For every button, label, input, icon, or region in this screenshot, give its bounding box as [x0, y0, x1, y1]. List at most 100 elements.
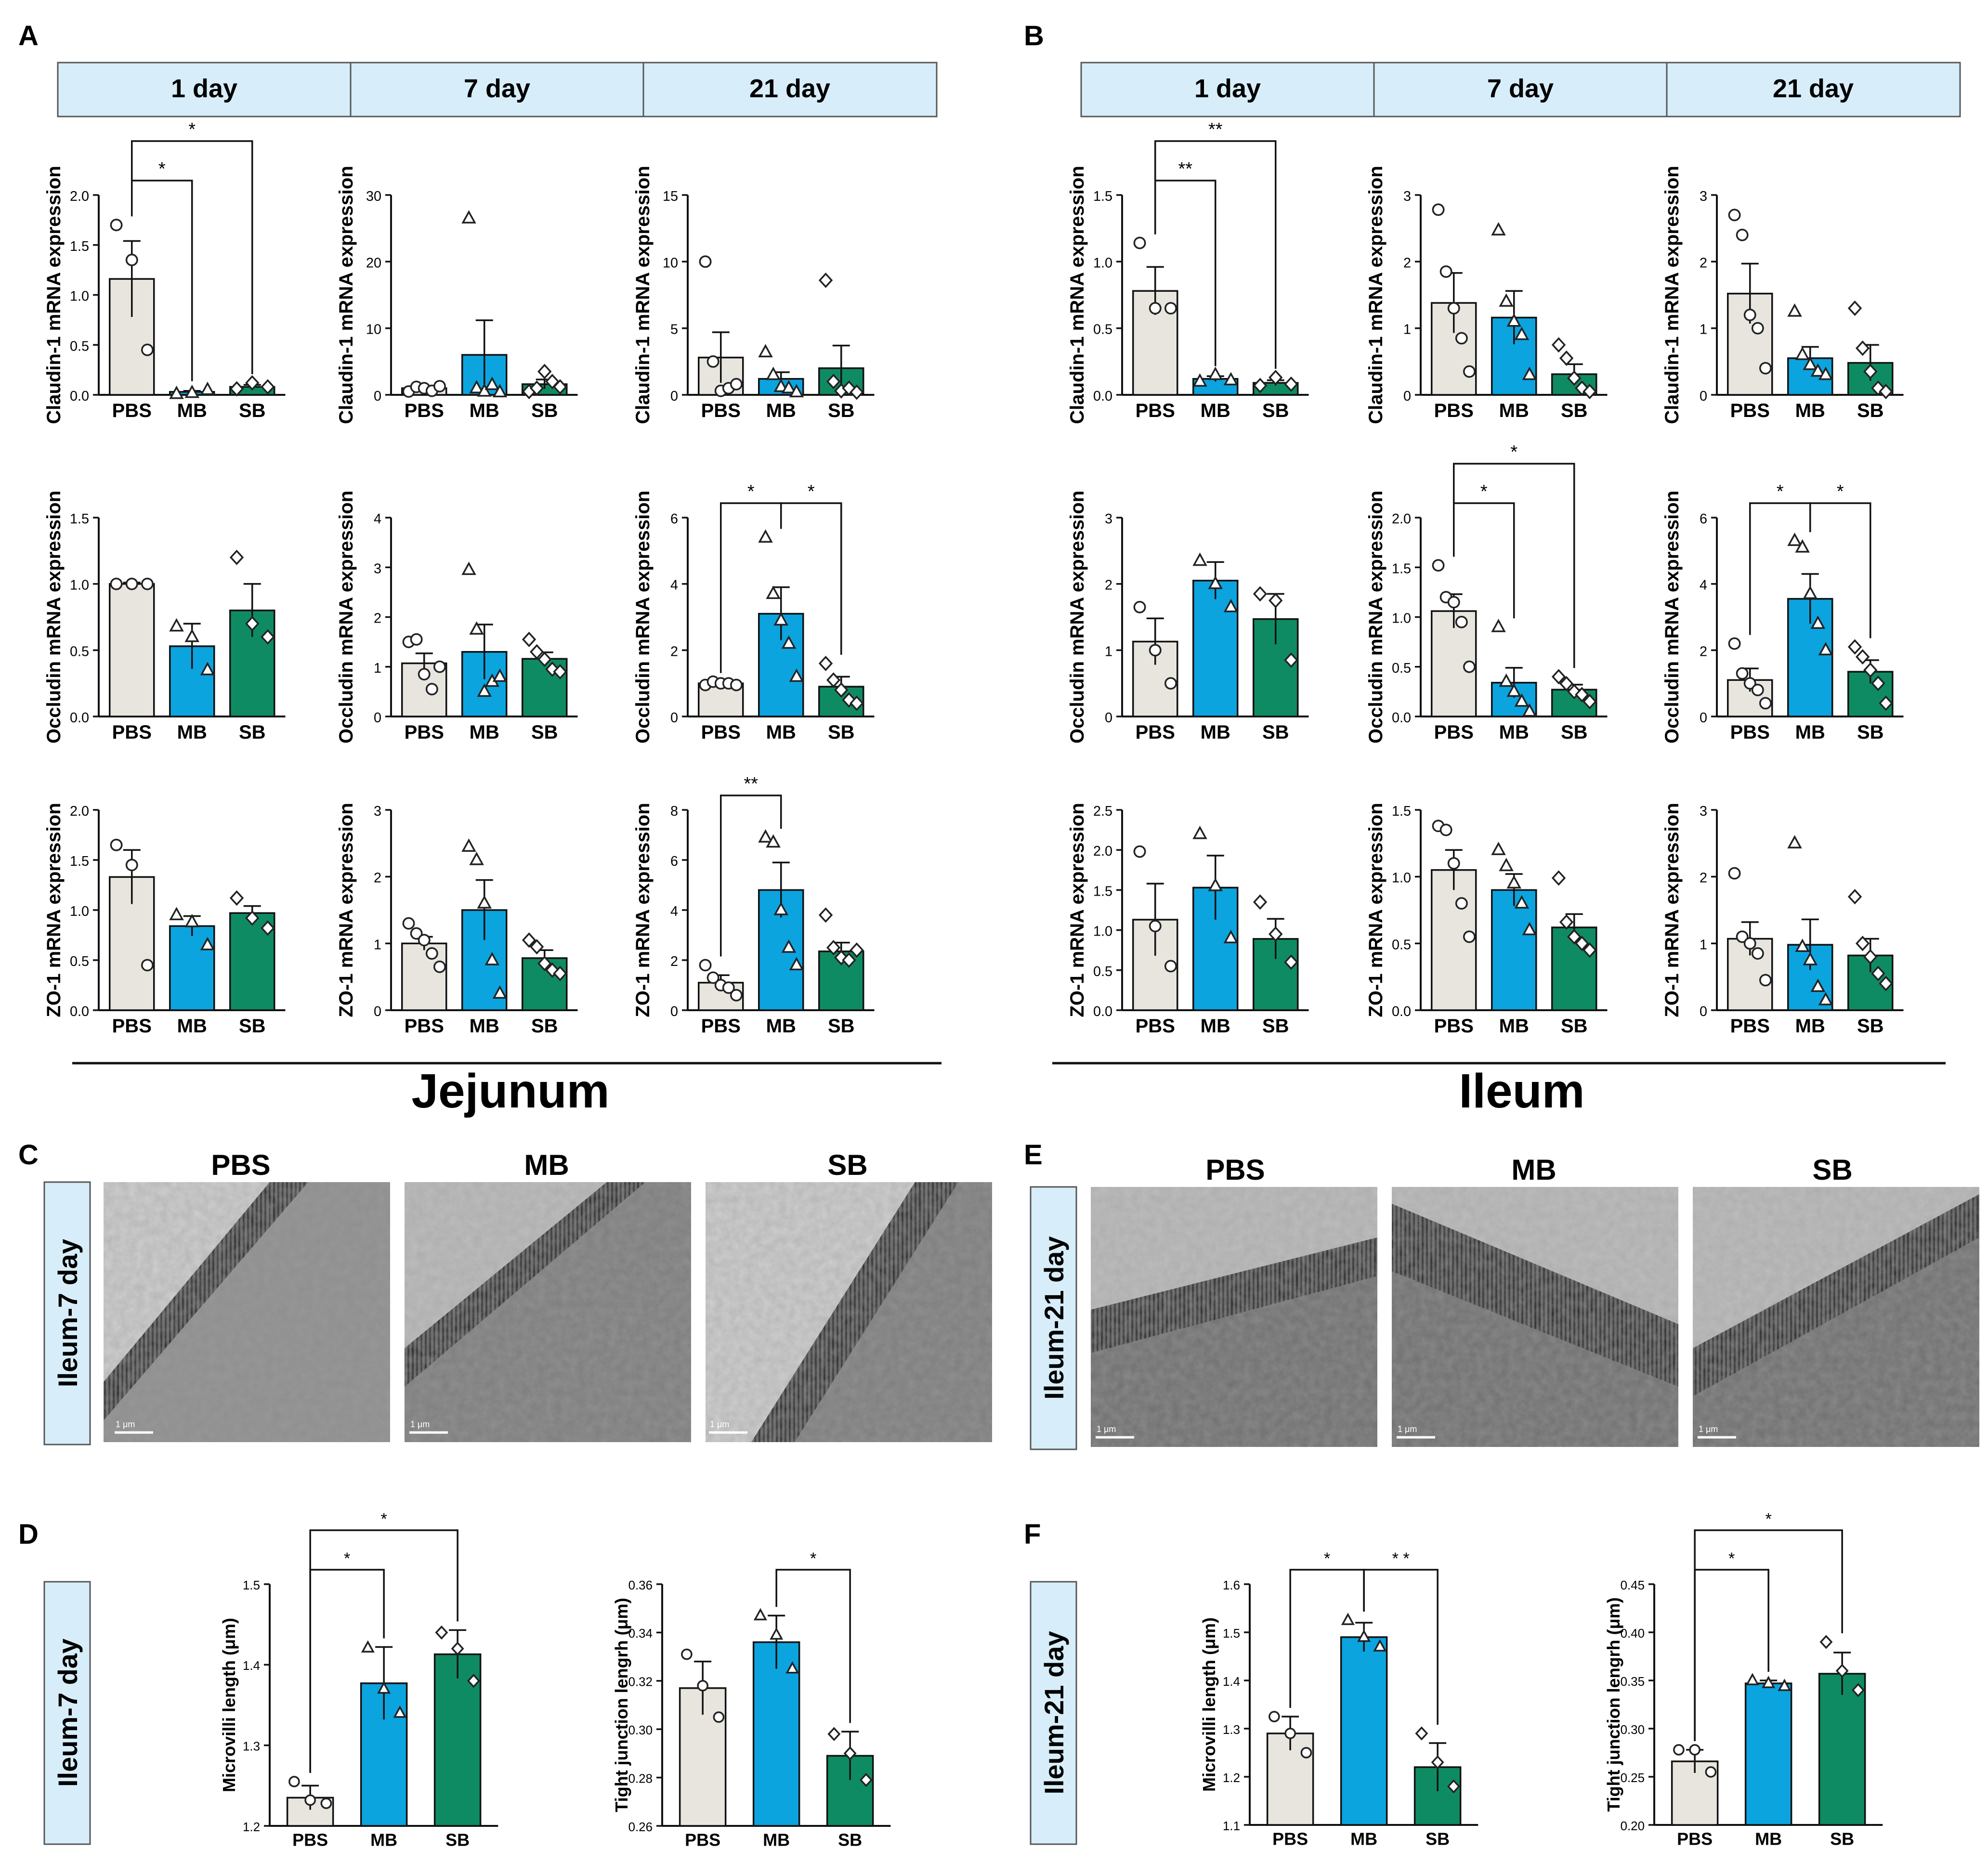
data-point [320, 1797, 332, 1809]
micrograph-c-sb: 1 μm [706, 1182, 992, 1442]
side-label-d: Ileum-7 day [43, 1581, 91, 1845]
data-point [1300, 1747, 1312, 1758]
data-point [1506, 313, 1522, 327]
x-tick-label: MB [1201, 722, 1230, 743]
data-point [492, 384, 508, 398]
data-point [842, 380, 856, 396]
data-point [1803, 586, 1818, 599]
data-point [781, 939, 797, 953]
chart-a-claudin-21day: 0 5 10 15 Claudin-1 mRNA expression PBS MB SB [632, 166, 875, 424]
y-tick-label: 1.5 [1093, 884, 1112, 899]
data-point [1223, 930, 1239, 943]
x-tick-label: SB [838, 1830, 862, 1849]
data-point [1575, 936, 1589, 951]
x-tick-label: SB [239, 400, 266, 421]
data-point [492, 668, 508, 682]
data-point [1818, 642, 1833, 656]
data-point [1583, 942, 1597, 958]
data-point [1818, 992, 1833, 1005]
y-tick-label: 0.30 [1621, 1723, 1645, 1737]
y-tick-label: 2.0 [70, 804, 89, 819]
x-tick-label: MB [177, 1016, 207, 1037]
data-point [110, 219, 123, 232]
data-point [200, 381, 215, 395]
data-point [758, 529, 773, 543]
y-tick-label: 2 [1700, 644, 1707, 659]
y-tick-label: 1.5 [1093, 189, 1112, 204]
significance-label: * [344, 1549, 350, 1568]
y-axis-label: Claudin-1 mRNA expression [632, 166, 654, 424]
x-tick-label: MB [1499, 400, 1529, 421]
bar-mb [1491, 889, 1537, 1011]
y-axis-label: Tight junction lengrh (μm) [1604, 1597, 1623, 1811]
micrograph-c-pbs: 1 μm [104, 1182, 390, 1442]
panel-label-f: F [1024, 1519, 1041, 1550]
y-axis-label: Occludin mRNA expression [1661, 491, 1683, 743]
x-tick-label: MB [1350, 1829, 1377, 1849]
data-point [699, 959, 712, 972]
significance-label: * [810, 1549, 816, 1568]
x-tick-label: PBS [405, 400, 444, 421]
y-axis-label: Occludin mRNA expression [43, 491, 65, 743]
y-tick-label: 0.45 [1621, 1579, 1645, 1592]
side-label-c: Ileum-7 day [43, 1181, 91, 1445]
data-point [492, 985, 508, 999]
scale-bar-label: 1 μm [1398, 1424, 1417, 1434]
data-point [261, 629, 275, 645]
data-point [850, 695, 864, 711]
x-tick-label: PBS [1434, 722, 1474, 743]
data-point [418, 934, 431, 947]
data-point [1455, 897, 1468, 910]
significance-bracket [1453, 502, 1515, 619]
data-point [1855, 340, 1870, 356]
tissue-label-ileum: Ileum [1459, 1064, 1584, 1118]
data-point [766, 586, 781, 599]
x-tick-label: SB [1857, 400, 1884, 421]
data-point [484, 951, 500, 965]
data-point [1223, 372, 1239, 386]
y-tick-label: 0.0 [70, 389, 89, 404]
data-point [1745, 1673, 1759, 1685]
y-tick-label: 0.5 [70, 644, 89, 659]
significance-label: * [188, 119, 196, 140]
data-point [1506, 683, 1522, 697]
significance-label: * [1480, 482, 1488, 502]
image-title-e-mb: MB [1511, 1154, 1556, 1186]
data-point [200, 937, 215, 951]
significance-bracket [1453, 463, 1575, 668]
data-point [1673, 1744, 1685, 1756]
data-point [842, 952, 856, 968]
chart-b-zo1-21day: 0 1 2 3 ZO-1 mRNA expression PBS MB SB [1661, 803, 1904, 1037]
x-tick-label: MB [177, 722, 207, 743]
data-point [461, 210, 476, 224]
y-tick-label: 0.28 [628, 1772, 653, 1785]
y-tick-label: 0 [374, 710, 381, 726]
y-tick-label: 1.1 [1223, 1820, 1240, 1833]
data-point [1357, 1629, 1371, 1642]
header-b-1day: 1 day [1194, 74, 1261, 103]
y-tick-label: 0.5 [1392, 937, 1411, 952]
y-axis-label: Occludin mRNA expression [632, 491, 654, 743]
data-point [1269, 1711, 1280, 1722]
data-point [1575, 380, 1589, 396]
y-tick-label: 1.6 [1223, 1579, 1240, 1592]
data-point [169, 907, 184, 921]
y-axis-label: Claudin-1 mRNA expression [336, 166, 357, 424]
data-point [758, 829, 773, 843]
data-point [1863, 949, 1878, 965]
data-point [789, 957, 804, 971]
data-point [1559, 914, 1574, 930]
y-axis-label: ZO-1 mRNA expression [1365, 803, 1386, 1017]
y-tick-label: 0.5 [70, 339, 89, 354]
data-point [141, 577, 154, 590]
x-tick-label: MB [766, 400, 796, 421]
data-point [681, 1648, 693, 1660]
y-tick-label: 0 [1700, 710, 1707, 726]
y-tick-label: 1.0 [70, 904, 89, 919]
data-point [425, 683, 438, 696]
y-tick-label: 10 [366, 322, 381, 338]
data-point [1835, 1664, 1849, 1678]
data-point [818, 655, 833, 671]
y-axis-label: Claudin-1 mRNA expression [1067, 166, 1088, 424]
y-tick-label: 1.0 [70, 289, 89, 304]
